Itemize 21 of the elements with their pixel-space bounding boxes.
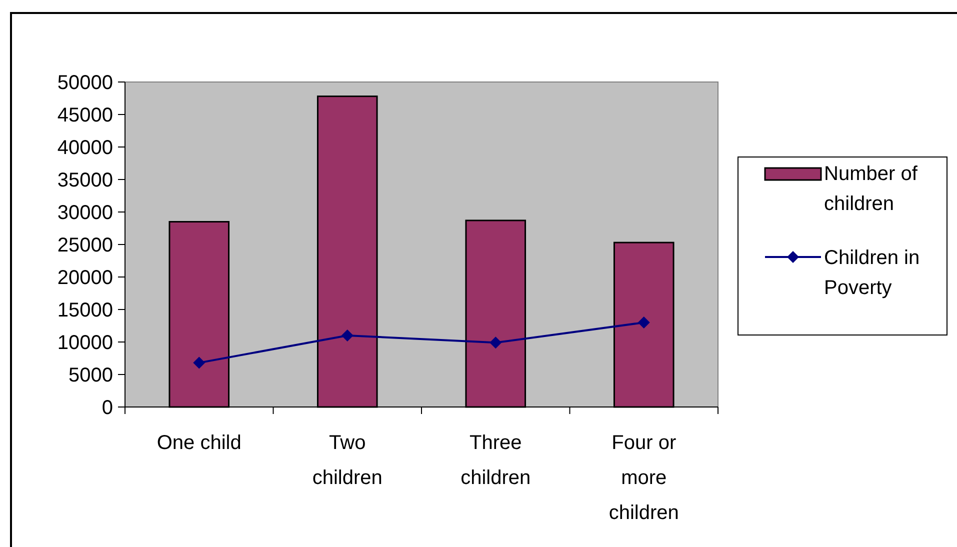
y-tick-label: 40000 (57, 137, 113, 159)
point (490, 336, 502, 349)
y-tick-label: 45000 (57, 104, 113, 126)
y-tick-label: 5000 (68, 364, 113, 386)
y-tick-label: 35000 (57, 170, 113, 192)
y-tick-label: 20000 (57, 267, 113, 289)
point (193, 356, 206, 369)
x-tick-label: One child (156, 432, 242, 454)
y-tick-label: 15000 (57, 300, 113, 322)
legend-label: Number of children (824, 163, 918, 215)
y-tick-label: 25000 (57, 234, 113, 256)
x-tick-label: Two children (312, 432, 382, 489)
x-tick-label: Four or more children (608, 432, 679, 524)
y-tick-label: 10000 (57, 332, 113, 354)
point (341, 330, 354, 342)
point (638, 316, 650, 328)
legend-label: Children in Poverty (824, 247, 920, 299)
y-tick-label: 30000 (57, 202, 113, 224)
y-tick-label: 0 (102, 397, 113, 419)
y-tick-label: 50000 (57, 72, 113, 94)
x-tick-label: Three children (460, 432, 531, 489)
